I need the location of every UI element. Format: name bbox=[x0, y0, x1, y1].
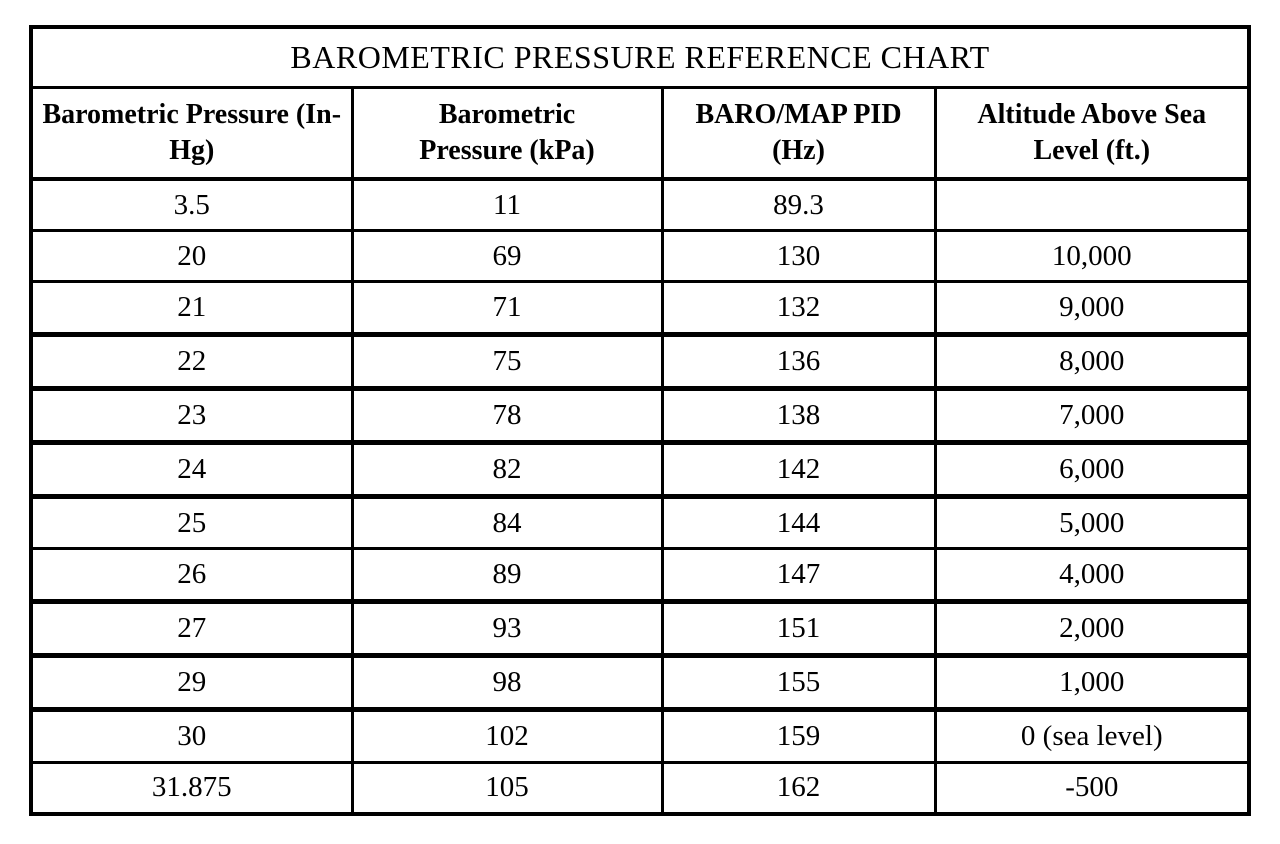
cell-barometric-pressure-kpa: 93 bbox=[350, 599, 664, 657]
cell-barometric-pressure-inhg: 30 bbox=[29, 706, 354, 764]
cell-barometric-pressure-kpa: 78 bbox=[350, 386, 664, 444]
cell-altitude-above-sea-level: 10,000 bbox=[933, 229, 1251, 284]
cell-barometric-pressure-inhg: 25 bbox=[29, 493, 354, 551]
cell-altitude-above-sea-level: 9,000 bbox=[933, 280, 1251, 337]
cell-barometric-pressure-kpa: 98 bbox=[350, 653, 664, 711]
cell-altitude-above-sea-level bbox=[933, 177, 1251, 233]
table-header-row: Barometric Pressure (In-Hg) Barometric P… bbox=[29, 86, 1251, 181]
col-header-altitude-above-sea-level: Altitude Above Sea Level (ft.) bbox=[933, 86, 1251, 181]
cell-barometric-pressure-inhg: 29 bbox=[29, 653, 354, 711]
table-row: 23 78 138 7,000 bbox=[29, 386, 1251, 444]
cell-altitude-above-sea-level: 2,000 bbox=[933, 599, 1251, 657]
col-header-barometric-pressure-inhg: Barometric Pressure (In-Hg) bbox=[29, 86, 354, 181]
cell-baro-map-pid-hz: 136 bbox=[660, 332, 937, 390]
cell-barometric-pressure-kpa: 69 bbox=[350, 229, 664, 284]
cell-baro-map-pid-hz: 89.3 bbox=[660, 177, 937, 233]
cell-altitude-above-sea-level: 0 (sea level) bbox=[933, 706, 1251, 764]
cell-barometric-pressure-kpa: 71 bbox=[350, 280, 664, 337]
cell-barometric-pressure-inhg: 3.5 bbox=[29, 177, 354, 233]
barometric-pressure-reference-table: BAROMETRIC PRESSURE REFERENCE CHART Baro… bbox=[29, 25, 1252, 816]
table-row: 30 102 159 0 (sea level) bbox=[29, 706, 1251, 764]
cell-baro-map-pid-hz: 142 bbox=[660, 439, 937, 498]
table-row: 20 69 130 10,000 bbox=[29, 229, 1251, 284]
col-header-barometric-pressure-kpa: Barometric Pressure (kPa) bbox=[350, 86, 664, 181]
table-row: 25 84 144 5,000 bbox=[29, 493, 1251, 551]
table-row: 29 98 155 1,000 bbox=[29, 653, 1251, 711]
cell-barometric-pressure-kpa: 82 bbox=[350, 439, 664, 498]
cell-baro-map-pid-hz: 132 bbox=[660, 280, 937, 337]
cell-altitude-above-sea-level: -500 bbox=[933, 760, 1251, 816]
table-row: 27 93 151 2,000 bbox=[29, 599, 1251, 657]
col-header-baro-map-pid-hz: BARO/MAP PID (Hz) bbox=[660, 86, 937, 181]
table-title: BAROMETRIC PRESSURE REFERENCE CHART bbox=[29, 25, 1251, 89]
cell-barometric-pressure-kpa: 89 bbox=[350, 547, 664, 604]
cell-baro-map-pid-hz: 138 bbox=[660, 386, 937, 444]
table-row: 21 71 132 9,000 bbox=[29, 280, 1251, 337]
cell-altitude-above-sea-level: 1,000 bbox=[933, 653, 1251, 711]
table-row: 3.5 11 89.3 bbox=[29, 177, 1251, 233]
table-row: 31.875 105 162 -500 bbox=[29, 760, 1251, 816]
table-row: 26 89 147 4,000 bbox=[29, 547, 1251, 604]
cell-baro-map-pid-hz: 144 bbox=[660, 493, 937, 551]
cell-baro-map-pid-hz: 130 bbox=[660, 229, 937, 284]
cell-barometric-pressure-inhg: 22 bbox=[29, 332, 354, 390]
cell-barometric-pressure-inhg: 31.875 bbox=[29, 760, 354, 816]
table-title-row: BAROMETRIC PRESSURE REFERENCE CHART bbox=[29, 25, 1251, 89]
cell-baro-map-pid-hz: 151 bbox=[660, 599, 937, 657]
cell-barometric-pressure-kpa: 11 bbox=[350, 177, 664, 233]
cell-barometric-pressure-inhg: 24 bbox=[29, 439, 354, 498]
cell-barometric-pressure-kpa: 105 bbox=[350, 760, 664, 816]
cell-barometric-pressure-inhg: 21 bbox=[29, 280, 354, 337]
table-body: 3.5 11 89.3 20 69 130 10,000 21 71 132 9… bbox=[29, 177, 1251, 816]
table-row: 22 75 136 8,000 bbox=[29, 332, 1251, 390]
cell-baro-map-pid-hz: 155 bbox=[660, 653, 937, 711]
cell-barometric-pressure-inhg: 27 bbox=[29, 599, 354, 657]
cell-barometric-pressure-kpa: 84 bbox=[350, 493, 664, 551]
cell-altitude-above-sea-level: 4,000 bbox=[933, 547, 1251, 604]
cell-barometric-pressure-inhg: 20 bbox=[29, 229, 354, 284]
cell-barometric-pressure-inhg: 23 bbox=[29, 386, 354, 444]
cell-barometric-pressure-kpa: 75 bbox=[350, 332, 664, 390]
cell-baro-map-pid-hz: 147 bbox=[660, 547, 937, 604]
cell-altitude-above-sea-level: 8,000 bbox=[933, 332, 1251, 390]
cell-altitude-above-sea-level: 7,000 bbox=[933, 386, 1251, 444]
cell-barometric-pressure-kpa: 102 bbox=[350, 706, 664, 764]
cell-altitude-above-sea-level: 5,000 bbox=[933, 493, 1251, 551]
table-row: 24 82 142 6,000 bbox=[29, 439, 1251, 498]
cell-baro-map-pid-hz: 159 bbox=[660, 706, 937, 764]
cell-altitude-above-sea-level: 6,000 bbox=[933, 439, 1251, 498]
cell-baro-map-pid-hz: 162 bbox=[660, 760, 937, 816]
cell-barometric-pressure-inhg: 26 bbox=[29, 547, 354, 604]
